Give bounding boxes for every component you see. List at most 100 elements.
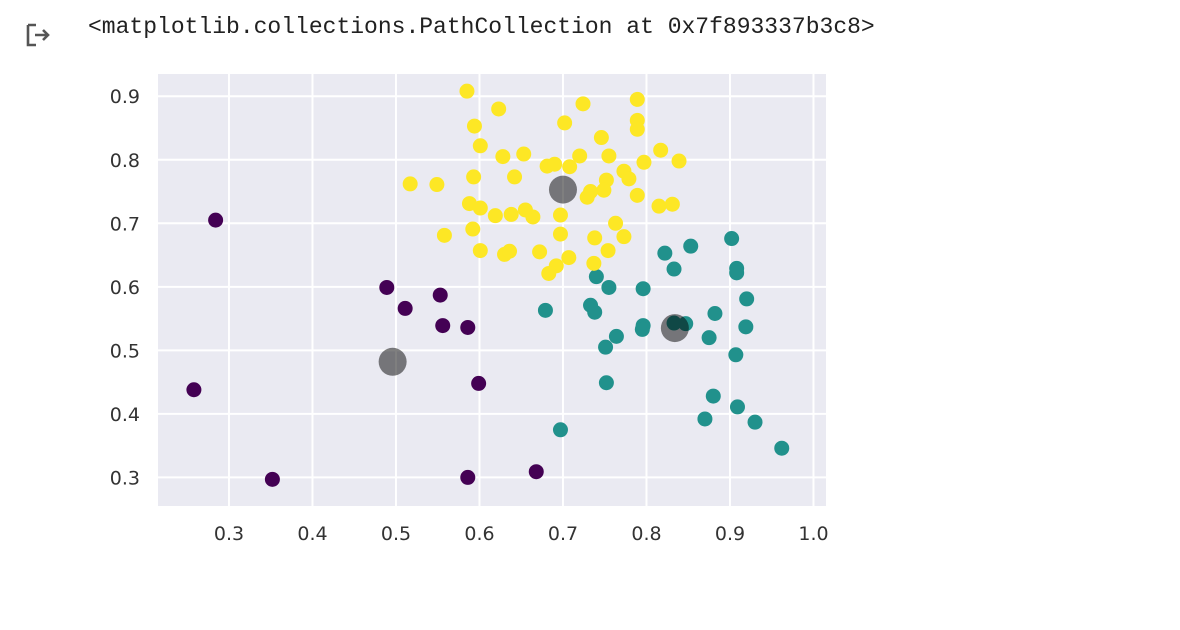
output-arrow-icon[interactable] — [24, 20, 56, 52]
data-point — [561, 250, 577, 266]
data-point — [491, 101, 507, 117]
data-point — [629, 187, 645, 203]
data-point — [465, 221, 481, 237]
x-tick-label: 0.5 — [381, 523, 411, 545]
cluster-center-point — [660, 314, 689, 343]
data-point — [557, 115, 573, 131]
data-point — [466, 169, 482, 185]
output-repr-text: <matplotlib.collections.PathCollection a… — [88, 14, 875, 40]
data-point — [600, 243, 616, 259]
data-point — [608, 215, 624, 231]
x-tick-label: 0.7 — [548, 523, 578, 545]
data-point — [724, 231, 740, 247]
data-point — [541, 265, 557, 281]
x-tick-label: 0.6 — [464, 523, 494, 545]
data-point — [634, 321, 650, 337]
data-point — [471, 375, 487, 391]
data-point — [579, 189, 595, 205]
data-point — [636, 154, 652, 170]
data-point — [586, 255, 602, 271]
data-point — [503, 206, 519, 222]
scatter-chart: 0.3 0.4 0.5 0.6 0.7 0.8 0.9 1.0 0.3 0.4 0.5 0.6 0.7 0… — [0, 60, 900, 560]
x-tick-label: 0.4 — [297, 523, 327, 545]
data-point — [598, 375, 614, 391]
data-point — [429, 177, 445, 193]
data-point — [705, 388, 721, 404]
data-point — [651, 198, 667, 214]
x-tick-label: 0.9 — [715, 523, 745, 545]
data-point — [616, 229, 632, 245]
y-tick-label: 0.7 — [110, 213, 140, 235]
data-point — [208, 212, 224, 228]
y-tick-label: 0.5 — [110, 340, 140, 362]
data-point — [629, 91, 645, 107]
data-point — [528, 464, 544, 480]
data-point — [774, 440, 790, 456]
data-point — [436, 227, 452, 243]
data-point — [596, 182, 612, 198]
y-tick-label: 0.9 — [110, 86, 140, 108]
cluster-center-point — [378, 347, 407, 376]
data-point — [621, 171, 637, 187]
data-point — [552, 226, 568, 242]
data-point — [608, 328, 624, 344]
data-point — [472, 138, 488, 154]
data-point — [186, 382, 202, 398]
data-point — [472, 200, 488, 216]
data-point — [472, 243, 488, 259]
data-point — [460, 319, 476, 335]
data-point — [738, 319, 754, 335]
data-point — [397, 300, 413, 316]
data-point — [683, 238, 699, 254]
data-point — [460, 469, 476, 485]
data-point — [525, 209, 541, 225]
data-point — [635, 281, 651, 297]
data-point — [707, 306, 723, 322]
data-point — [495, 149, 511, 165]
data-point — [459, 83, 475, 99]
data-point — [629, 121, 645, 137]
data-point — [664, 196, 680, 212]
data-point — [701, 330, 717, 346]
data-point — [575, 96, 591, 112]
data-point — [432, 287, 448, 303]
data-point — [598, 339, 614, 355]
data-point — [487, 208, 503, 224]
data-point — [402, 176, 418, 192]
data-point — [466, 118, 482, 134]
y-tick-label: 0.8 — [110, 150, 140, 172]
data-point — [587, 230, 603, 246]
data-point — [537, 302, 553, 318]
data-point — [657, 245, 673, 261]
data-point — [653, 142, 669, 158]
data-point — [593, 130, 609, 146]
data-point — [435, 318, 451, 334]
data-point — [507, 169, 523, 185]
data-point — [264, 471, 280, 487]
data-point — [671, 153, 687, 169]
y-tick-label: 0.6 — [110, 277, 140, 299]
data-point — [739, 291, 755, 307]
data-point — [572, 148, 588, 164]
data-point — [547, 156, 563, 172]
y-tick-label: 0.4 — [110, 404, 140, 426]
data-point — [532, 244, 548, 260]
data-point — [728, 347, 744, 363]
data-point — [552, 207, 568, 223]
data-point — [562, 159, 578, 175]
data-point — [587, 304, 603, 320]
data-point — [729, 265, 745, 281]
data-point — [729, 399, 745, 415]
data-point — [588, 269, 604, 285]
data-point — [516, 146, 532, 162]
scatter-plot-svg: 0.3 0.4 0.5 0.6 0.7 0.8 0.9 1.0 0.3 0.4 0.5 0.6 0.7 0… — [110, 74, 829, 545]
data-point — [552, 422, 568, 438]
cluster-center-point — [548, 175, 577, 204]
data-point — [601, 279, 617, 295]
plot-background — [158, 74, 826, 506]
x-tick-label: 0.3 — [214, 523, 244, 545]
data-point — [502, 243, 518, 259]
data-point — [747, 414, 763, 430]
x-tick-label: 1.0 — [798, 523, 828, 545]
